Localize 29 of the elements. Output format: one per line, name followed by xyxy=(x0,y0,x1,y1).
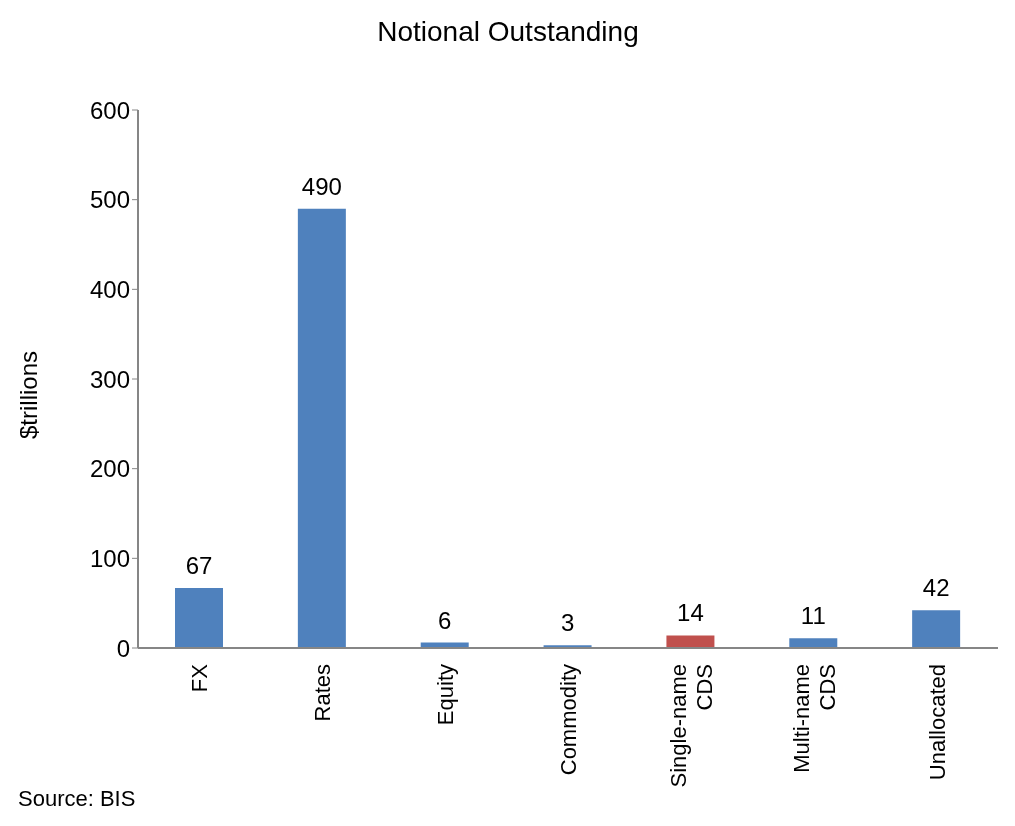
y-tick-label: 300 xyxy=(89,365,130,393)
x-tick-label: Equity xyxy=(433,664,459,726)
x-tick-label: Multi-name CDS xyxy=(788,664,840,773)
bar xyxy=(789,638,838,648)
data-label: 42 xyxy=(922,574,950,602)
x-tick-label: FX xyxy=(187,663,213,693)
y-tick-label: 100 xyxy=(89,544,130,572)
y-tick-label: 0 xyxy=(116,634,130,662)
bar xyxy=(297,208,346,648)
data-label: 14 xyxy=(677,599,704,627)
x-tick-label: Commodity xyxy=(556,664,581,776)
source-note: Source: BIS xyxy=(18,786,136,812)
data-label: 6 xyxy=(438,606,452,634)
x-tick-label: Unallocated xyxy=(924,664,950,781)
data-label: 67 xyxy=(185,551,213,579)
y-tick-label: 500 xyxy=(89,186,130,214)
y-axis-title: $trillions xyxy=(14,350,42,439)
bar xyxy=(175,587,223,648)
data-label: 490 xyxy=(301,172,342,200)
y-tick-label: 600 xyxy=(89,96,130,124)
y-tick-label: 400 xyxy=(89,275,130,303)
bar xyxy=(666,635,715,648)
data-label: 11 xyxy=(800,602,826,630)
chart-title: Notional Outstanding xyxy=(376,16,640,48)
x-tick-label: Single-name CDS xyxy=(665,664,717,788)
x-tick-label: Rates xyxy=(310,664,336,722)
bar xyxy=(912,610,961,648)
y-tick-label: 200 xyxy=(89,455,130,483)
data-label: 3 xyxy=(560,609,575,637)
